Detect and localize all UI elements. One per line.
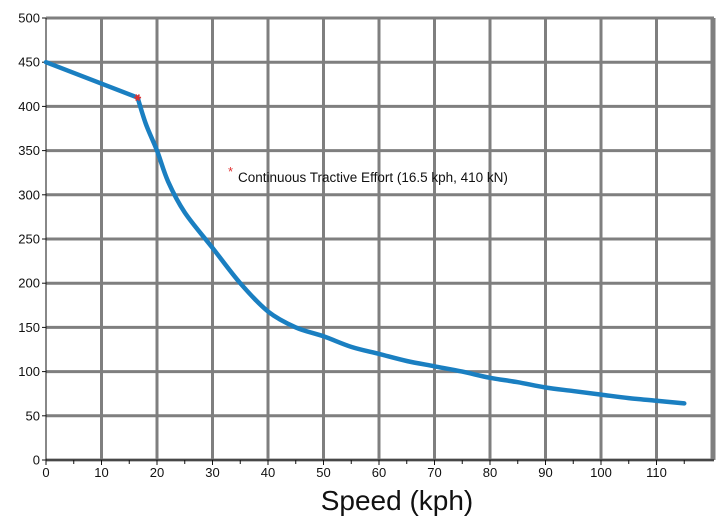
series-line-0 [43,59,687,406]
tick-labels: 0 50 100 150 200 250 300 350 400 450 500 0 10 20 30 40 5… [18,11,667,481]
x-tick-label-30: 30 [205,465,219,480]
x-tick-label-40: 40 [261,465,275,480]
annotation: * Continuous Tractive Effort (16.5 kph, … [228,164,508,185]
y-tick-label-450: 450 [18,55,40,70]
series [43,59,687,406]
x-tick-label-70: 70 [427,465,441,480]
y-tick-label-400: 400 [18,99,40,114]
continuous-effort-marker [134,94,142,101]
markers [134,94,142,101]
y-tick-label-0: 0 [33,453,40,468]
x-tick-label-10: 10 [94,465,108,480]
x-tick-label-80: 80 [483,465,497,480]
x-tick-label-60: 60 [372,465,386,480]
y-tick-label-150: 150 [18,320,40,335]
y-tick-label-100: 100 [18,364,40,379]
x-axis-title: Speed (kph) [321,485,474,516]
y-tick-label-300: 300 [18,187,40,202]
annotation-marker: * [228,164,233,179]
y-tick-label-250: 250 [18,232,40,247]
y-tick-label-500: 500 [18,11,40,26]
x-tick-label-90: 90 [538,465,552,480]
annotation-text: Continuous Tractive Effort (16.5 kph, 41… [238,170,508,185]
x-tick-label-0: 0 [42,465,49,480]
x-tick-label-50: 50 [316,465,330,480]
x-tick-label-100: 100 [590,465,612,480]
y-tick-label-350: 350 [18,143,40,158]
y-tick-label-200: 200 [18,276,40,291]
x-tick-label-110: 110 [646,465,667,480]
y-tick-label-50: 50 [26,408,40,423]
marker-stroke-2 [135,94,141,101]
x-tick-label-20: 20 [150,465,164,480]
